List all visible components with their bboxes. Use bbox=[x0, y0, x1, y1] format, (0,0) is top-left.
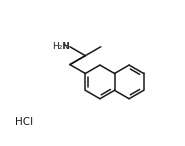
Text: HCl: HCl bbox=[15, 117, 33, 127]
Text: H₂N: H₂N bbox=[52, 42, 69, 51]
Text: H: H bbox=[62, 42, 69, 51]
